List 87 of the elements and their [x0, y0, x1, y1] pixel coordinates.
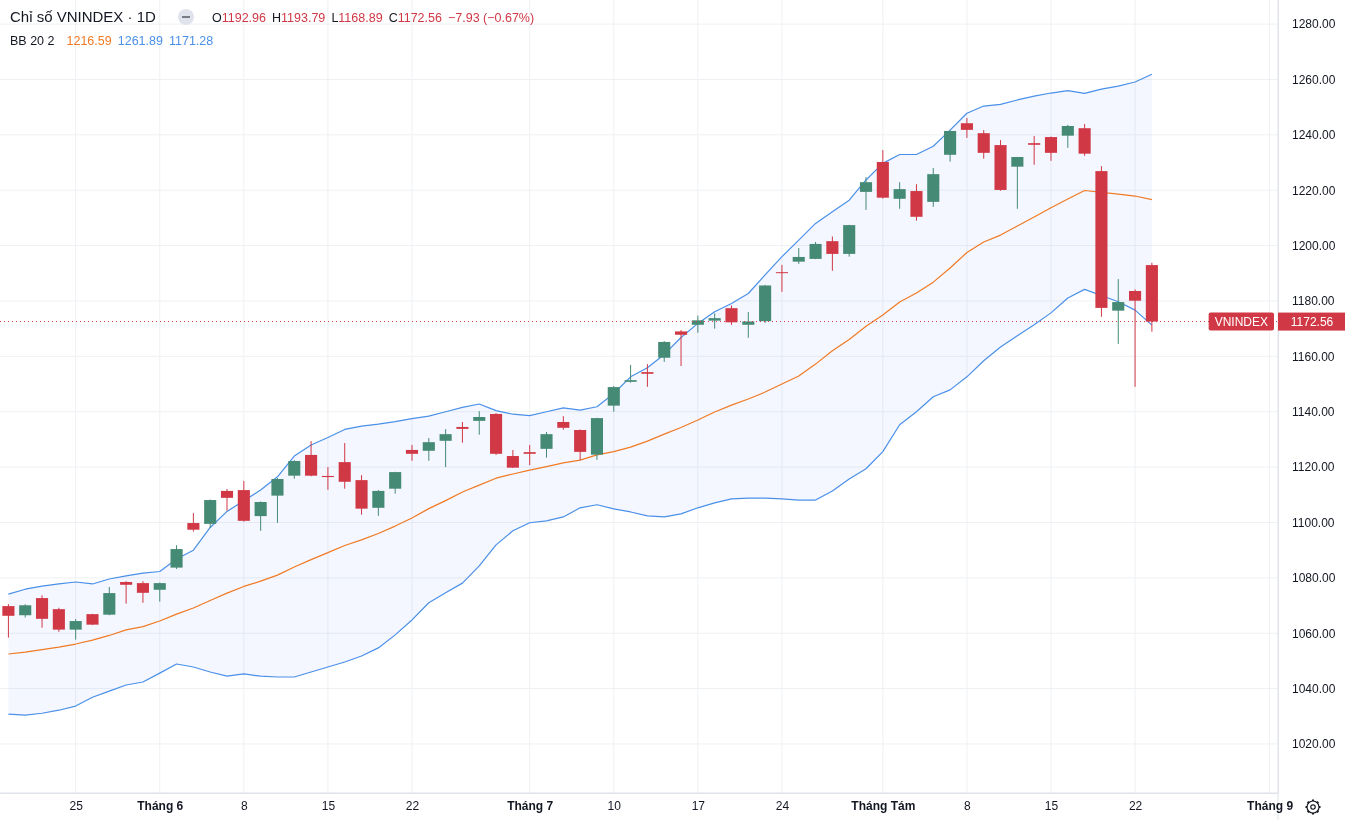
candlestick: [859, 176, 873, 211]
candlestick: [944, 129, 957, 163]
candlestick: [826, 235, 839, 272]
y-tick-label: 1260.00: [1292, 72, 1336, 87]
y-tick-label: 1200.00: [1292, 238, 1336, 253]
ref-line-label: VNINDEX: [1214, 315, 1268, 330]
candlestick: [473, 410, 486, 436]
y-tick-label: 1140.00: [1292, 405, 1335, 420]
y-tick-label: 1040.00: [1292, 681, 1336, 696]
x-tick-label: 17: [691, 798, 706, 813]
candlestick: [220, 488, 234, 512]
annotation: H1193.79: [272, 11, 326, 25]
text: Chỉ số VNINDEX · 1D: [10, 8, 157, 25]
line-series: [7, 189, 1153, 655]
candlestick: [691, 315, 704, 334]
x-tick-label: 22: [1128, 798, 1143, 813]
candlestick: [893, 181, 906, 210]
y-tick-label: 1100.00: [1292, 515, 1335, 530]
candlestick: [523, 444, 536, 466]
line-series: [7, 288, 1153, 716]
candlestick: [1028, 135, 1041, 166]
candlestick: [977, 129, 990, 160]
candlestick: [305, 440, 318, 477]
candlestick: [254, 500, 267, 532]
candlestick: [204, 499, 217, 529]
x-tick-label: 24: [775, 798, 790, 813]
candlestick: [52, 607, 65, 633]
candlestick: [69, 618, 82, 641]
candlestick: [103, 586, 116, 616]
y-tick-label: 1120.00: [1292, 460, 1335, 475]
candlestick: [1011, 156, 1024, 210]
candlestick: [271, 477, 284, 524]
candlestick: [456, 421, 469, 444]
candlestick: [405, 444, 419, 462]
x-tick-label: 8: [964, 798, 972, 813]
candlestick: [170, 544, 183, 570]
candlestick: [574, 428, 587, 461]
annotation: −7.93 (−0.67%): [447, 11, 535, 25]
candlestick: [422, 437, 435, 462]
annotation: C1172.56: [388, 11, 442, 25]
annotation: O1192.96: [212, 11, 267, 25]
x-tick-label: Tháng 9: [1247, 798, 1294, 813]
candlestick: [288, 459, 301, 480]
candlestick: [372, 489, 385, 517]
candlestick: [1044, 136, 1058, 162]
x-tick-label: 10: [607, 798, 622, 813]
annotation: 1261.89: [117, 34, 163, 48]
x-tick-label: Tháng Tám: [851, 798, 916, 813]
annotation: L1168.89: [331, 11, 383, 25]
annotation: 1216.59: [66, 34, 112, 48]
candlestick: [35, 594, 49, 629]
candlestick: [775, 264, 788, 293]
candlestick: [641, 363, 654, 388]
y-tick-label: 1220.00: [1292, 183, 1336, 198]
candlestick: [321, 466, 334, 491]
candlestick: [742, 311, 755, 339]
x-tick-label: 15: [1044, 798, 1059, 813]
candlestick: [674, 329, 688, 367]
candlestick: [439, 428, 452, 468]
y-tick-label: 1280.00: [1292, 17, 1336, 32]
candlestick: [607, 385, 620, 413]
candlestick: [1061, 124, 1074, 149]
y-tick-label: 1080.00: [1292, 571, 1336, 586]
candlestick: [136, 580, 149, 604]
y-tick-label: 1160.00: [1292, 349, 1335, 364]
x-tick-label: 22: [405, 798, 420, 813]
x-tick-label: 15: [321, 798, 336, 813]
y-tick-label: 1180.00: [1292, 294, 1335, 309]
x-tick-label: Tháng 6: [137, 798, 184, 813]
candlestick: [658, 340, 671, 363]
candlestick: [1112, 278, 1125, 345]
y-tick-label: 1240.00: [1292, 128, 1336, 143]
text: 1172.56: [1290, 315, 1334, 330]
candlestick: [960, 117, 973, 139]
candlestick: [187, 512, 200, 533]
y-tick-label: 1020.00: [1292, 737, 1336, 752]
candlestick: [338, 442, 351, 490]
y-tick-label: 1060.00: [1292, 626, 1336, 641]
candlestick: [120, 580, 133, 605]
candlestick: [2, 603, 15, 639]
line-series: [7, 73, 1153, 595]
x-tick-label: Tháng 7: [507, 798, 554, 813]
annotation: 1171.28: [168, 34, 214, 48]
annotation: BB 20 2: [10, 34, 55, 48]
x-tick-label: 8: [240, 798, 248, 813]
candlestick: [540, 431, 553, 459]
x-tick-label: 25: [69, 798, 84, 813]
